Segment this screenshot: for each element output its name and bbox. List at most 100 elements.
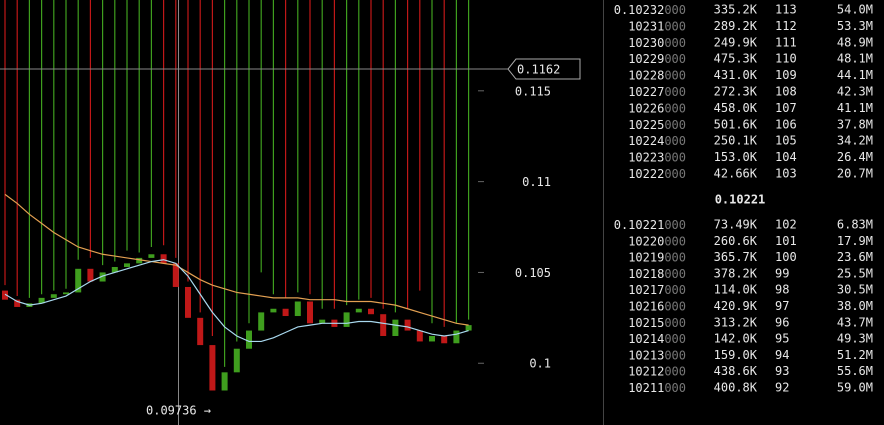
price-cell: 10220000 xyxy=(628,234,686,248)
total-cell: 42.3M xyxy=(837,85,873,99)
candle-body xyxy=(319,319,326,324)
total-cell: 59.0M xyxy=(837,381,873,395)
candle-body xyxy=(465,325,472,331)
price: 10218 xyxy=(628,266,664,280)
price-cell: 10212000 xyxy=(628,364,686,378)
price-cell: 10222000 xyxy=(628,167,686,181)
total-cell: 49.3M xyxy=(837,332,873,346)
count-cell: 96 xyxy=(775,315,789,329)
candle-body xyxy=(99,272,106,282)
total-cell: 55.6M xyxy=(837,364,873,378)
price-padding: 000 xyxy=(664,315,686,329)
price-padding: 000 xyxy=(664,266,686,280)
candle-body xyxy=(221,372,228,391)
y-tick-label: 0.105 xyxy=(515,266,551,280)
size-cell: 335.2K xyxy=(714,3,758,17)
candle-body xyxy=(416,330,423,342)
candle-body xyxy=(368,308,374,315)
price: 10213 xyxy=(628,348,664,362)
candle-body xyxy=(197,317,204,346)
price-padding: 000 xyxy=(664,299,686,313)
candle-body xyxy=(282,308,289,317)
candle-body xyxy=(441,336,448,344)
candle-body xyxy=(124,263,130,267)
price: 10225 xyxy=(628,117,664,131)
candle-body xyxy=(160,254,167,264)
price: 10227 xyxy=(628,85,664,99)
count-cell: 109 xyxy=(775,68,797,82)
price-padding: 000 xyxy=(664,234,686,248)
price-padding: 000 xyxy=(664,332,686,346)
last-price: 0.10221 xyxy=(715,193,766,207)
price-cell: 10217000 xyxy=(628,283,686,297)
price-padding: 000 xyxy=(664,117,686,131)
total-cell: 41.1M xyxy=(837,101,873,115)
total-cell: 17.9M xyxy=(837,234,873,248)
count-cell: 104 xyxy=(775,150,797,164)
candle-body xyxy=(172,263,179,287)
count-cell: 102 xyxy=(775,218,797,232)
size-cell: 159.0K xyxy=(714,348,758,362)
candle-body xyxy=(50,294,57,298)
price-cell: 10225000 xyxy=(628,117,686,131)
candle-body xyxy=(246,330,252,349)
price-cell: 10215000 xyxy=(628,315,686,329)
size-cell: 501.6K xyxy=(714,117,758,131)
price-cell: 10223000 xyxy=(628,150,686,164)
total-cell: 34.2M xyxy=(837,134,873,148)
size-cell: 313.2K xyxy=(714,315,758,329)
price-padding: 000 xyxy=(664,381,686,395)
total-cell: 43.7M xyxy=(837,315,873,329)
price-padding: 000 xyxy=(664,364,686,378)
y-tick-label: 0.11 xyxy=(522,175,551,189)
price-padding: 000 xyxy=(664,283,686,297)
price-tag-label: 0.1162 xyxy=(517,63,560,77)
candle-body xyxy=(380,314,387,337)
size-cell: 260.6K xyxy=(714,234,758,248)
price: 10231 xyxy=(628,19,664,33)
size-cell: 438.6K xyxy=(714,364,758,378)
candle-body xyxy=(343,312,350,327)
price-padding: 000 xyxy=(664,68,686,82)
size-cell: 378.2K xyxy=(714,266,758,280)
price-padding: 000 xyxy=(664,85,686,99)
candle-body xyxy=(38,297,45,304)
price-padding: 000 xyxy=(664,101,686,115)
count-cell: 95 xyxy=(775,332,789,346)
price-padding: 000 xyxy=(664,167,686,181)
size-cell: 400.8K xyxy=(714,381,758,395)
price-padding: 000 xyxy=(664,19,686,33)
candle-body xyxy=(209,345,216,391)
price-cell: 10230000 xyxy=(628,35,686,49)
candle-body xyxy=(63,292,69,295)
total-cell: 54.0M xyxy=(837,3,873,17)
price: 0.10232 xyxy=(614,3,665,17)
price-padding: 000 xyxy=(664,250,686,264)
price-padding: 000 xyxy=(664,3,686,17)
total-cell: 44.1M xyxy=(837,68,873,82)
count-cell: 106 xyxy=(775,117,797,131)
price-cell: 10228000 xyxy=(628,68,686,82)
total-cell: 53.3M xyxy=(837,19,873,33)
price-cell: 10224000 xyxy=(628,134,686,148)
price-padding: 000 xyxy=(664,218,686,232)
price-padding: 000 xyxy=(664,150,686,164)
price-cell: 0.10232000 xyxy=(614,3,686,17)
count-cell: 94 xyxy=(775,348,789,362)
candle-body xyxy=(258,312,265,331)
size-cell: 431.0K xyxy=(714,68,758,82)
size-cell: 365.7K xyxy=(714,250,758,264)
size-cell: 249.9K xyxy=(714,35,758,49)
candle-body xyxy=(185,286,191,318)
price-padding: 000 xyxy=(664,52,686,66)
candle-body xyxy=(2,290,8,300)
size-cell: 289.2K xyxy=(714,19,758,33)
total-cell: 37.8M xyxy=(837,117,873,131)
candle-body xyxy=(429,336,435,342)
size-cell: 114.0K xyxy=(714,283,758,297)
y-tick-label: 0.1 xyxy=(529,357,551,371)
count-cell: 107 xyxy=(775,101,797,115)
count-cell: 100 xyxy=(775,250,797,264)
total-cell: 48.1M xyxy=(837,52,873,66)
